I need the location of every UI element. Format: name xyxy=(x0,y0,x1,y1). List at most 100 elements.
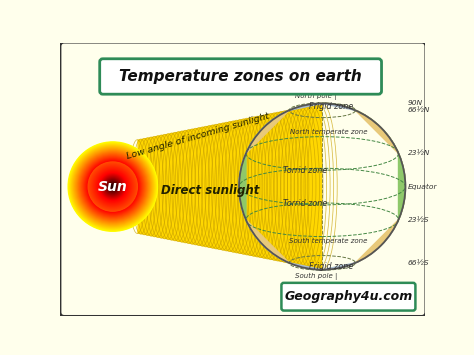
Circle shape xyxy=(100,174,126,200)
Circle shape xyxy=(72,145,154,228)
Circle shape xyxy=(105,179,120,195)
Circle shape xyxy=(93,166,133,207)
Polygon shape xyxy=(239,103,405,263)
Text: 90N: 90N xyxy=(408,100,423,106)
Polygon shape xyxy=(246,103,399,153)
Circle shape xyxy=(78,152,148,222)
Circle shape xyxy=(69,143,156,230)
Polygon shape xyxy=(239,103,405,220)
Circle shape xyxy=(107,181,118,192)
Text: Frigid zone: Frigid zone xyxy=(310,262,354,271)
Circle shape xyxy=(109,183,116,190)
Polygon shape xyxy=(289,103,356,110)
Circle shape xyxy=(100,173,126,200)
Circle shape xyxy=(90,164,136,209)
Circle shape xyxy=(99,173,127,201)
Circle shape xyxy=(86,160,139,213)
Text: 23½S: 23½S xyxy=(408,217,429,223)
Text: Equator: Equator xyxy=(408,184,438,190)
Circle shape xyxy=(108,181,118,192)
Circle shape xyxy=(111,185,114,188)
Circle shape xyxy=(98,171,128,202)
Circle shape xyxy=(112,185,114,188)
Circle shape xyxy=(94,168,131,205)
Circle shape xyxy=(82,155,144,218)
Polygon shape xyxy=(137,103,322,270)
Circle shape xyxy=(106,179,120,194)
Polygon shape xyxy=(239,103,405,270)
Circle shape xyxy=(88,162,137,211)
Circle shape xyxy=(103,176,123,197)
Circle shape xyxy=(101,175,124,198)
Circle shape xyxy=(109,183,117,191)
Circle shape xyxy=(87,160,139,213)
Circle shape xyxy=(96,170,129,203)
Text: South temperate zone: South temperate zone xyxy=(289,238,367,244)
Text: North pole |: North pole | xyxy=(295,92,337,100)
Circle shape xyxy=(79,153,146,220)
Circle shape xyxy=(88,162,138,212)
Circle shape xyxy=(97,171,128,202)
Circle shape xyxy=(89,163,136,210)
Circle shape xyxy=(82,156,144,217)
Circle shape xyxy=(69,142,157,231)
Text: South pole |: South pole | xyxy=(295,273,337,280)
Circle shape xyxy=(85,159,140,214)
Text: Sun: Sun xyxy=(98,180,128,193)
FancyBboxPatch shape xyxy=(282,283,415,311)
Circle shape xyxy=(74,148,151,225)
Text: 66½S: 66½S xyxy=(408,260,429,266)
Circle shape xyxy=(75,149,150,224)
Circle shape xyxy=(91,164,135,209)
Circle shape xyxy=(102,176,123,197)
Circle shape xyxy=(107,180,119,193)
Circle shape xyxy=(109,182,117,191)
Circle shape xyxy=(97,170,129,203)
Text: Geography4u.com: Geography4u.com xyxy=(284,290,412,303)
Circle shape xyxy=(70,144,156,230)
Circle shape xyxy=(76,150,150,223)
Circle shape xyxy=(84,158,141,215)
Circle shape xyxy=(79,153,147,221)
Circle shape xyxy=(100,174,125,199)
Circle shape xyxy=(78,152,147,221)
Circle shape xyxy=(83,157,142,216)
Text: Frigid zone: Frigid zone xyxy=(310,102,354,111)
Circle shape xyxy=(68,142,157,231)
Circle shape xyxy=(110,184,116,189)
Circle shape xyxy=(77,151,148,222)
Circle shape xyxy=(80,154,146,219)
Text: North temperate zone: North temperate zone xyxy=(290,129,367,135)
Circle shape xyxy=(95,169,130,204)
Text: Torrid zone: Torrid zone xyxy=(283,199,328,208)
Circle shape xyxy=(89,163,137,211)
FancyBboxPatch shape xyxy=(60,42,426,317)
Circle shape xyxy=(103,177,122,196)
Text: 66½N: 66½N xyxy=(408,107,430,113)
Circle shape xyxy=(71,145,155,229)
Circle shape xyxy=(75,149,151,225)
Circle shape xyxy=(106,180,119,193)
Circle shape xyxy=(91,165,134,208)
Circle shape xyxy=(94,168,132,206)
Circle shape xyxy=(72,146,154,227)
Circle shape xyxy=(112,186,113,187)
Circle shape xyxy=(95,169,131,204)
Text: Direct sunlight: Direct sunlight xyxy=(162,184,260,197)
Text: Low angle of incoming sunlight: Low angle of incoming sunlight xyxy=(125,112,270,161)
Circle shape xyxy=(81,155,145,218)
Circle shape xyxy=(82,157,143,217)
Circle shape xyxy=(101,175,125,198)
Text: Torrid zone: Torrid zone xyxy=(283,165,328,175)
Circle shape xyxy=(81,154,145,219)
Circle shape xyxy=(73,147,153,226)
Circle shape xyxy=(73,146,153,227)
Circle shape xyxy=(84,158,142,215)
Circle shape xyxy=(98,172,128,201)
Circle shape xyxy=(87,161,138,212)
Circle shape xyxy=(91,165,135,208)
Circle shape xyxy=(110,184,115,189)
Circle shape xyxy=(93,167,132,206)
Text: 23½N: 23½N xyxy=(408,151,430,157)
Circle shape xyxy=(104,178,122,196)
